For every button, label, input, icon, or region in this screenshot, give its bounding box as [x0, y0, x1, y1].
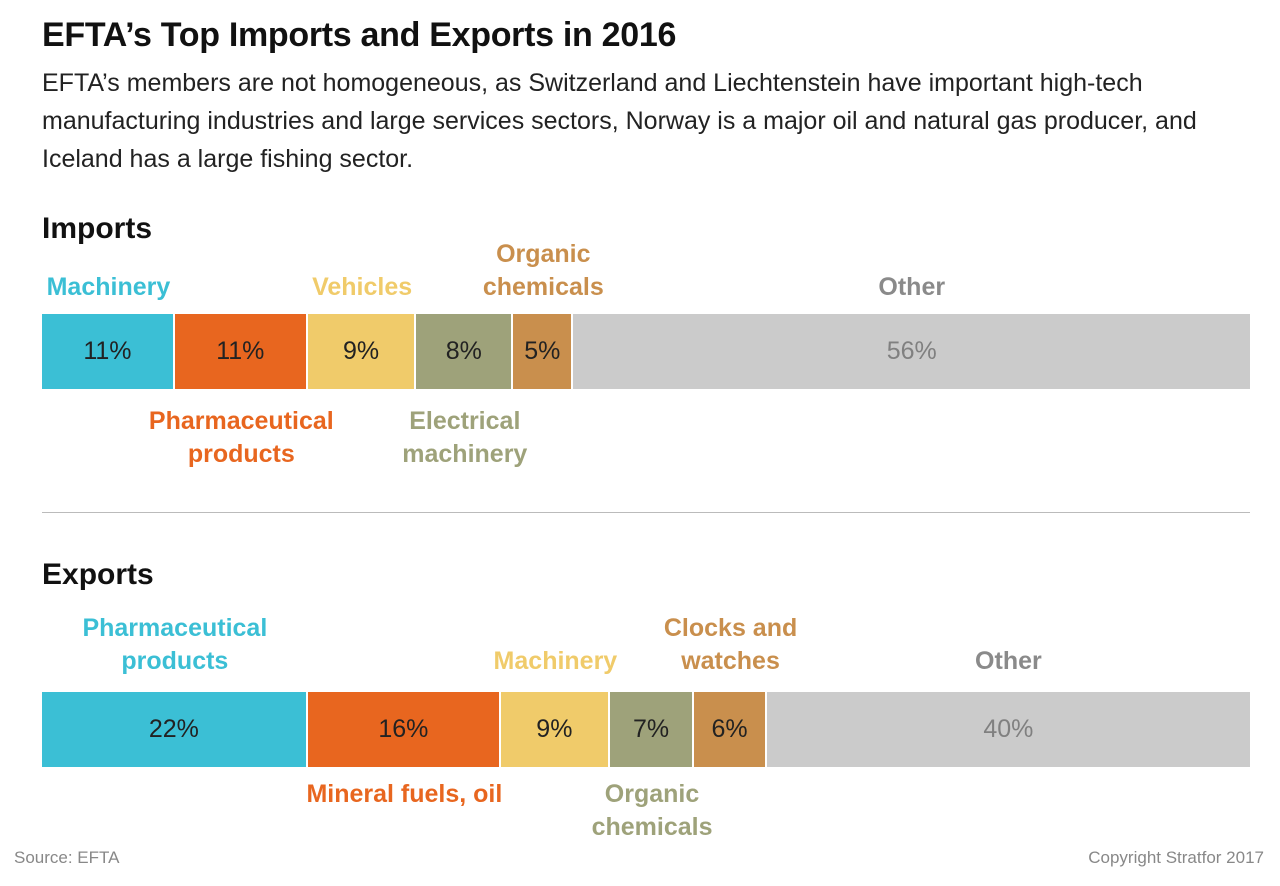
- category-label-clocks-and-watches: Clocks and watches: [663, 614, 798, 675]
- bar-segment-machinery: 11%: [42, 314, 175, 389]
- category-label-vehicles: Vehicles: [312, 273, 413, 301]
- section-divider: [42, 512, 1250, 513]
- bar-segment-other: 56%: [573, 314, 1250, 389]
- bar-segment-organic-chemicals: 5%: [513, 314, 574, 389]
- bar-segment-other: 40%: [766, 692, 1250, 767]
- category-label-organic-chemicals: Organic chemicals: [591, 780, 713, 841]
- bar-segment-pharmaceutical-products: 11%: [174, 314, 308, 389]
- category-label-machinery: Machinery: [46, 273, 171, 301]
- bar-segment-mineral-fuels-oil: 16%: [307, 692, 502, 767]
- bar-segment-clocks-and-watches: 6%: [694, 692, 767, 767]
- copyright-note: Copyright Stratfor 2017: [1088, 848, 1264, 867]
- bar-segment-pharmaceutical-products: 22%: [42, 692, 308, 767]
- bar-segment-machinery: 9%: [501, 692, 610, 767]
- category-label-pharmaceutical-products: Pharmaceutical products: [82, 614, 268, 675]
- imports-heading: Imports: [42, 212, 153, 245]
- bar-segment-vehicles: 9%: [307, 314, 417, 389]
- bar-segment-organic-chemicals: 7%: [609, 692, 695, 767]
- category-label-machinery: Machinery: [493, 647, 618, 675]
- imports-stacked-bar: 11% 11% 9% 8% 5% 56%: [42, 314, 1250, 389]
- category-label-mineral-fuels-oil: Mineral fuels, oil: [306, 780, 503, 808]
- exports-heading: Exports: [42, 558, 154, 591]
- chart-subtitle: EFTA’s members are not homogeneous, as S…: [42, 69, 1197, 173]
- category-label-organic-chemicals: Organic chemicals: [482, 240, 604, 301]
- exports-chart: 22% 16% 9% 7% 6% 40% Pharmaceutical products Mi…: [42, 612, 1250, 852]
- category-label-other: Other: [878, 273, 946, 301]
- source-note: Source: EFTA: [14, 848, 120, 867]
- category-label-pharmaceutical-products: Pharmaceutical products: [148, 407, 334, 468]
- category-label-electrical-machinery: Electrical machinery: [402, 407, 528, 468]
- exports-stacked-bar: 22% 16% 9% 7% 6% 40%: [42, 692, 1250, 767]
- bar-segment-electrical-machinery: 8%: [416, 314, 514, 389]
- category-label-other: Other: [975, 647, 1042, 675]
- chart-title: EFTA’s Top Imports and Exports in 2016: [42, 16, 677, 54]
- imports-chart: 11% 11% 9% 8% 5% 56% Machinery Pharmaceutical p…: [42, 240, 1250, 480]
